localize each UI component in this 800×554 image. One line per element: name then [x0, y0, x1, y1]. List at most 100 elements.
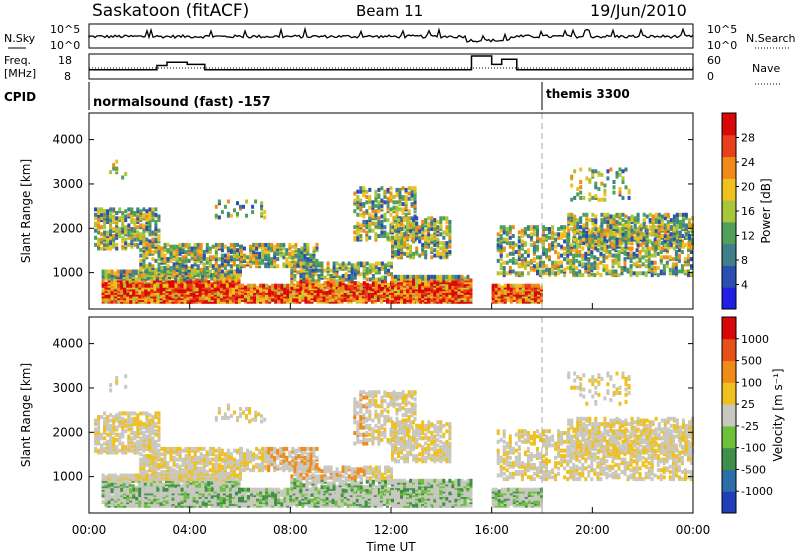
nsky-label: N.Sky — [4, 32, 36, 45]
power-cell — [517, 244, 521, 249]
power-cell — [124, 214, 128, 219]
power-cell — [370, 299, 374, 304]
power-cell — [178, 242, 182, 247]
power-cell — [147, 283, 151, 288]
power-cell — [264, 262, 268, 267]
power-cell — [386, 196, 390, 201]
power-cell — [588, 244, 592, 249]
power-cell — [614, 234, 618, 238]
power-cell — [211, 264, 215, 269]
power-cell — [118, 216, 122, 221]
power-cell — [629, 264, 633, 269]
power-cell — [208, 260, 212, 265]
power-cell — [261, 260, 265, 265]
power-cell — [600, 241, 604, 246]
power-cell — [581, 262, 585, 267]
power-cell — [207, 283, 211, 288]
power-cell — [335, 279, 339, 284]
power-cell — [314, 261, 318, 266]
power-cell — [233, 242, 236, 247]
power-cell — [374, 286, 378, 291]
power-cell — [594, 246, 598, 251]
power-cell — [521, 283, 525, 288]
power-cell — [377, 219, 381, 224]
power-cell — [371, 266, 375, 271]
power-cell — [94, 228, 97, 233]
power-cell — [142, 223, 146, 228]
nsearch-right-tick-top: 10^5 — [707, 23, 737, 36]
power-cell — [205, 260, 209, 265]
power-cell — [629, 253, 633, 258]
power-cell — [398, 195, 402, 199]
power-cell — [545, 234, 548, 238]
power-cell — [365, 282, 369, 287]
power-cell — [104, 281, 108, 286]
power-cell — [520, 234, 524, 238]
power-cell — [374, 265, 378, 270]
power-cell — [404, 198, 408, 203]
power-cell — [142, 207, 146, 212]
power-cell — [103, 235, 107, 240]
power-cell — [413, 203, 417, 208]
power-cell — [280, 283, 284, 288]
power-cell — [579, 216, 583, 221]
power-cell — [353, 225, 357, 230]
power-cell — [445, 216, 449, 221]
power-cell — [302, 284, 306, 289]
power-cell — [636, 242, 640, 247]
power-cell — [536, 235, 539, 240]
power-cell — [573, 237, 577, 242]
power-cell — [294, 253, 298, 258]
power-cell — [394, 216, 397, 221]
power-cell — [415, 228, 419, 233]
power-cell — [609, 225, 613, 230]
power-cell — [243, 264, 246, 269]
power-cell — [666, 235, 670, 240]
power-cell — [674, 269, 678, 274]
power-cell — [290, 286, 294, 291]
power-cell — [168, 290, 172, 295]
power-cell — [377, 225, 381, 230]
power-cell — [560, 235, 564, 240]
power-cell — [300, 258, 304, 263]
power-cell — [325, 290, 329, 295]
power-cell — [650, 264, 654, 269]
power-cell — [585, 242, 589, 247]
power-cell — [380, 198, 384, 203]
power-cell — [505, 253, 509, 258]
power-cell — [499, 266, 503, 270]
power-cell — [530, 283, 534, 288]
power-cell — [563, 246, 567, 251]
power-cell — [566, 260, 570, 265]
power-cell — [120, 283, 124, 288]
power-cell — [630, 218, 634, 223]
power-cell — [648, 218, 652, 223]
power-cell — [645, 228, 649, 233]
power-cell — [169, 266, 173, 270]
power-cell — [512, 296, 516, 301]
power-cell — [412, 218, 416, 223]
power-cell — [400, 232, 404, 237]
power-cell — [442, 235, 446, 240]
power-cell — [448, 244, 452, 249]
power-cell — [660, 241, 664, 246]
power-cell — [424, 228, 428, 233]
power-cell — [632, 230, 636, 235]
power-cell — [612, 235, 616, 240]
power-cell — [145, 209, 149, 214]
power-cell — [211, 244, 215, 249]
power-cell — [110, 269, 114, 274]
power-cell — [187, 273, 191, 278]
power-cell — [668, 271, 672, 276]
power-cell — [132, 296, 136, 301]
power-cell — [144, 283, 148, 288]
power-cell — [624, 219, 628, 224]
power-cell — [159, 283, 163, 288]
power-cell — [612, 239, 616, 244]
power-cell — [442, 241, 446, 246]
power-cell — [223, 253, 227, 258]
power-cell — [526, 271, 530, 276]
power-cell — [202, 271, 206, 276]
power-cell — [651, 232, 655, 237]
power-cell — [177, 285, 181, 290]
